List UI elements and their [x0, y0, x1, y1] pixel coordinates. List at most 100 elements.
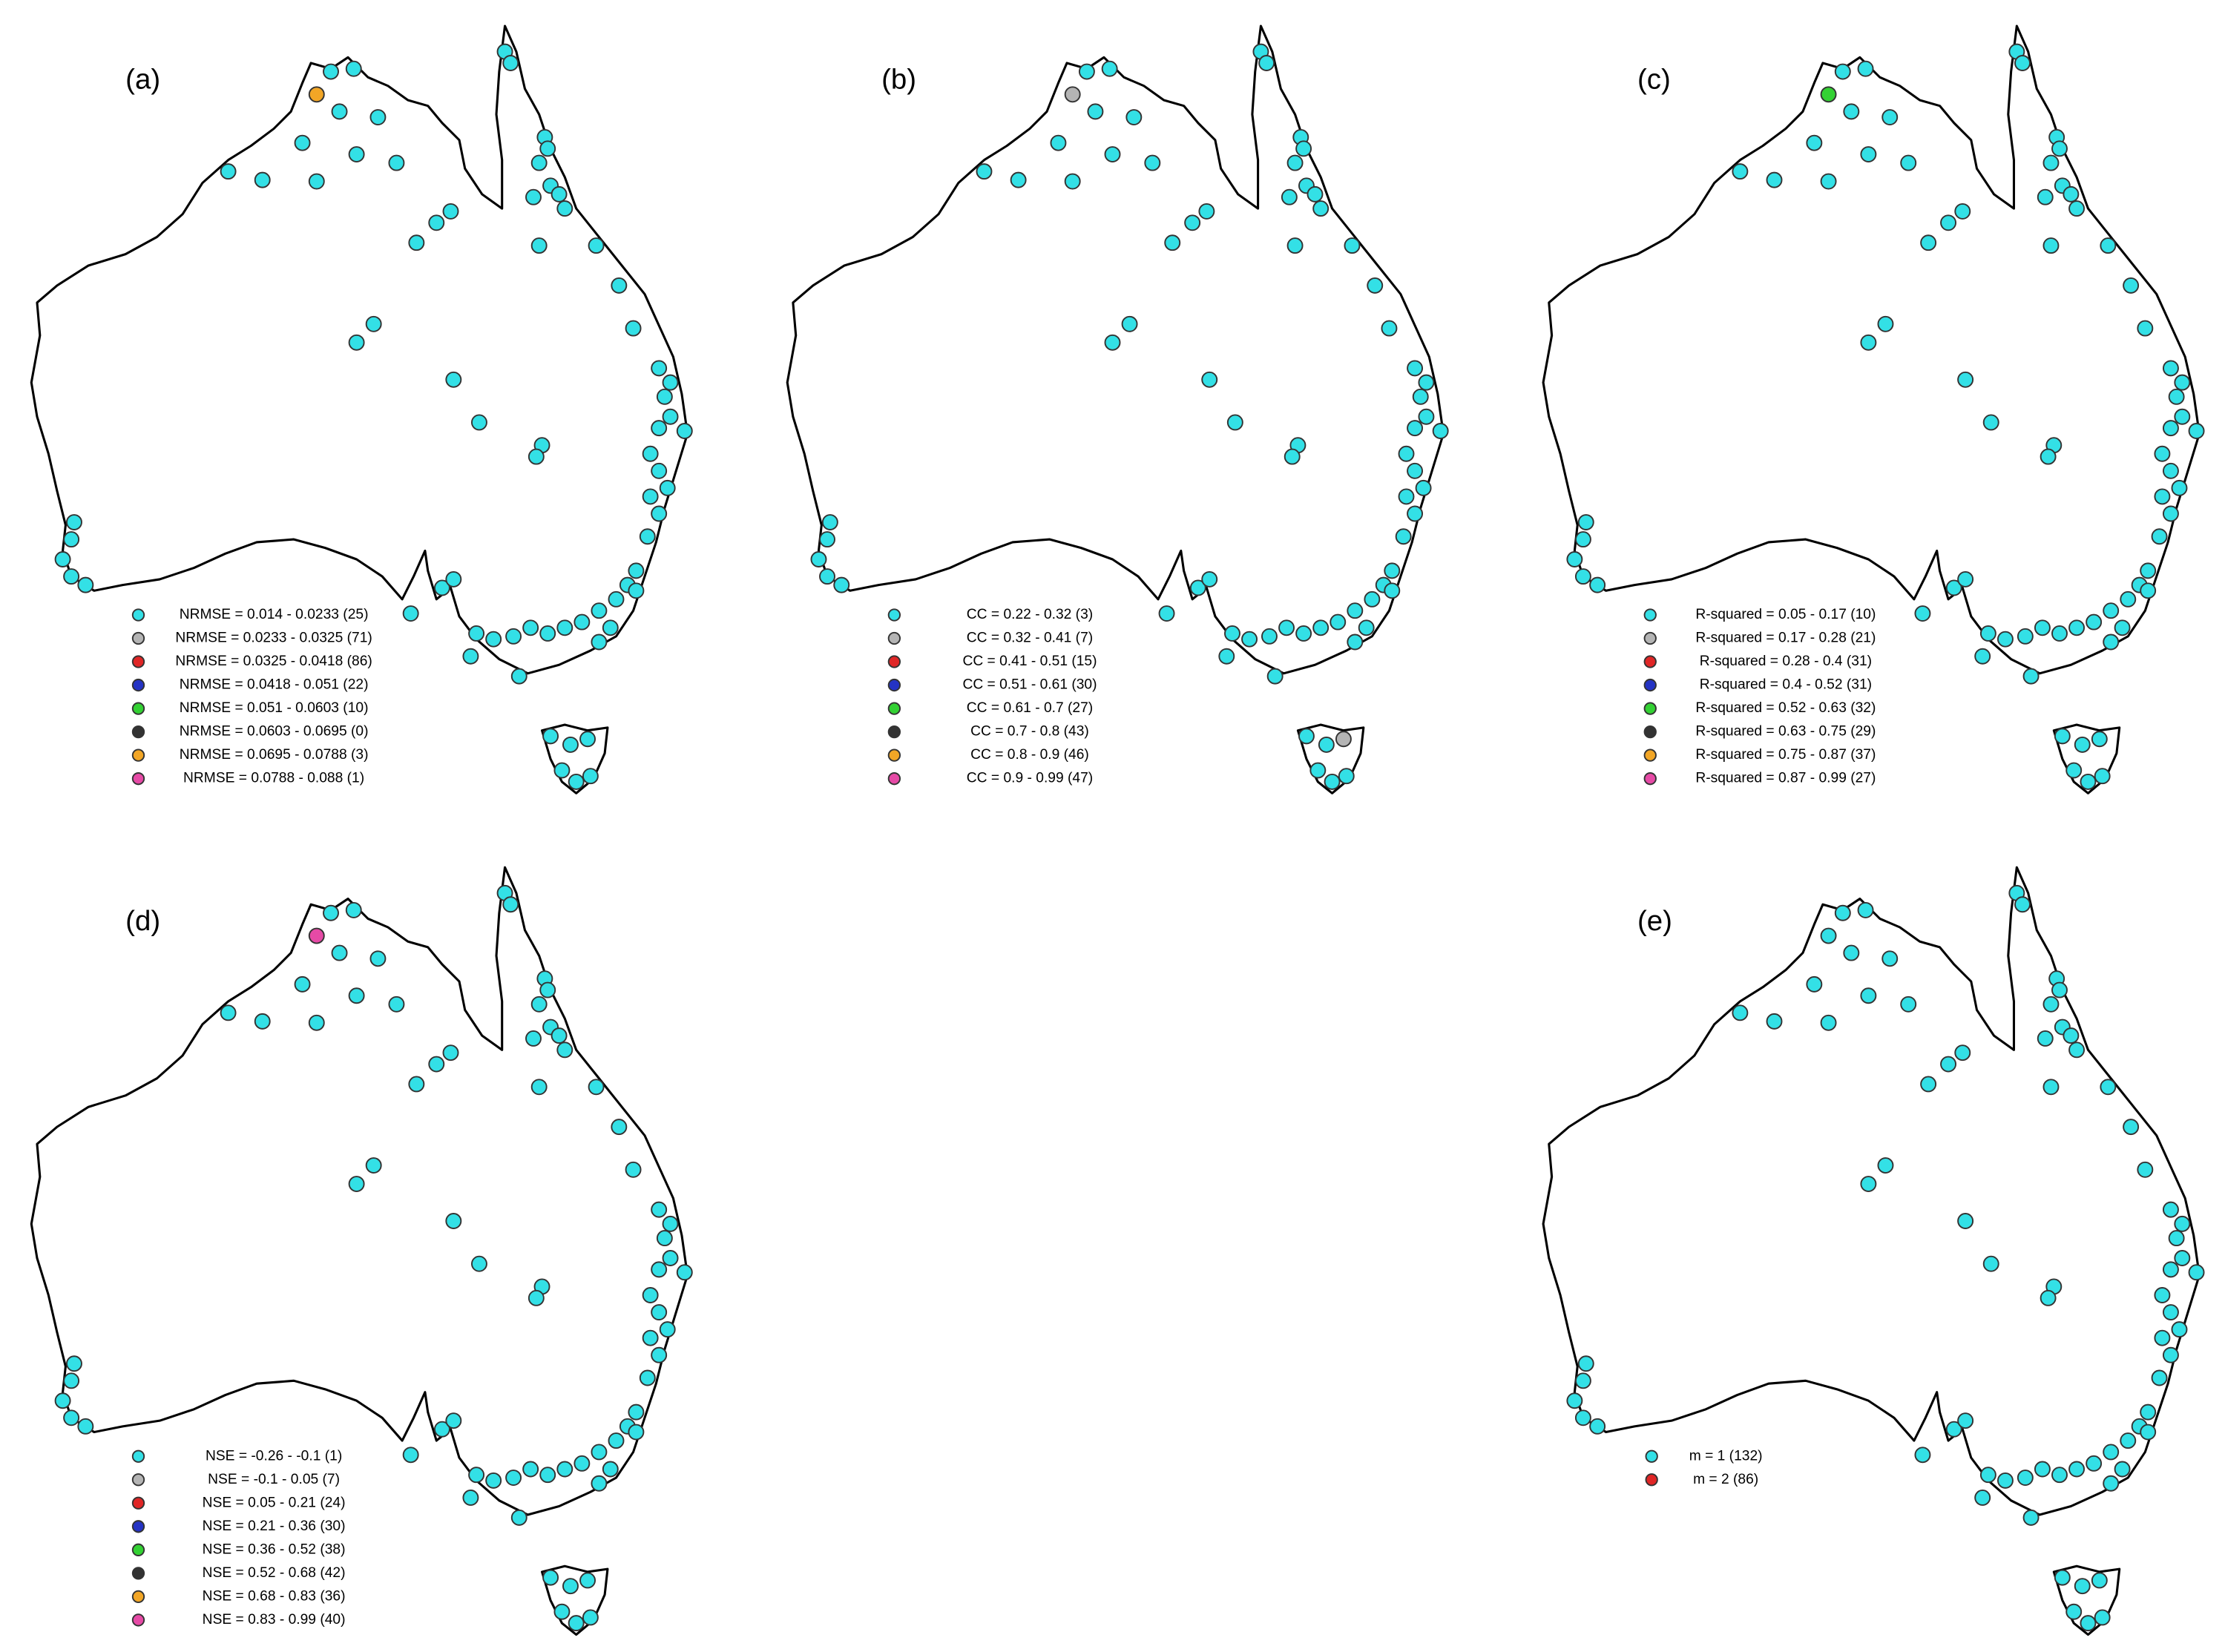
legend-label: R-squared = 0.63 - 0.75 (29)	[1695, 724, 1876, 740]
station-dot	[2140, 1403, 2157, 1421]
legend-label: CC = 0.61 - 0.7 (27)	[967, 700, 1093, 716]
station-dot	[470, 1255, 487, 1272]
station-dot	[1881, 950, 1899, 967]
station-dot	[642, 1287, 659, 1303]
station-dot	[1087, 103, 1104, 120]
station-dot	[1820, 927, 1837, 944]
coastline	[786, 24, 1445, 794]
station-dot	[602, 1461, 619, 1478]
station-dot	[1224, 625, 1240, 642]
station-dot	[662, 1250, 679, 1266]
station-dot	[1384, 562, 1401, 579]
station-dot	[1064, 173, 1081, 190]
station-dot	[2065, 762, 2083, 779]
legend-symbol	[1643, 772, 1657, 786]
station-dot	[369, 950, 387, 967]
map-panel: (d) NSE = -0.26 - -0.1 (1) NSE = -0.1 - 0.…	[30, 866, 693, 1636]
legend-symbol	[131, 702, 145, 715]
station-dot	[77, 576, 94, 593]
station-dot	[1877, 1157, 1894, 1174]
station-dot	[2174, 374, 2191, 391]
station-dot	[1860, 146, 1877, 162]
station-dot	[2037, 188, 2054, 205]
station-dot	[348, 1176, 365, 1192]
station-dot	[651, 1261, 668, 1278]
station-dot	[1954, 203, 1971, 220]
map-panel: (b) CC = 0.22 - 0.32 (3) CC = 0.32 - 0.41 …	[786, 24, 1449, 794]
panel-label: (c)	[1637, 64, 1671, 96]
station-dot	[539, 981, 556, 998]
station-dot	[553, 762, 571, 779]
station-dot	[522, 619, 539, 636]
station-dot	[2051, 1467, 2068, 1484]
legend-symbol	[887, 772, 901, 786]
station-dot	[402, 1447, 419, 1464]
station-dot	[542, 1569, 559, 1586]
station-dot	[2114, 619, 2131, 636]
station-dot	[2174, 1250, 2191, 1266]
station-dot	[2103, 1475, 2120, 1492]
station-dot	[323, 63, 339, 80]
station-dot	[1104, 334, 1121, 351]
station-dot	[510, 668, 528, 685]
legend-label: CC = 0.51 - 0.61 (30)	[962, 677, 1097, 693]
station-dot	[2054, 1569, 2071, 1586]
station-dot	[608, 1432, 625, 1449]
panel-label: (a)	[125, 64, 160, 96]
station-dot	[530, 237, 548, 254]
legend-symbol	[1645, 1449, 1658, 1463]
station-dot	[2103, 634, 2120, 651]
station-dot	[2014, 896, 2031, 913]
legend-symbol	[131, 1567, 145, 1580]
station-dot	[2068, 619, 2086, 636]
legend-symbol	[887, 655, 901, 668]
station-dot	[1298, 728, 1315, 745]
station-dot	[1877, 315, 1894, 332]
legend-label: CC = 0.32 - 0.41 (7)	[967, 631, 1093, 646]
station-dot	[63, 1372, 80, 1389]
legend-symbol	[131, 1543, 145, 1556]
station-dot	[1198, 203, 1215, 220]
station-dot	[308, 927, 325, 944]
station-dot	[1979, 1467, 1996, 1484]
legend-label: NSE = 0.68 - 0.83 (36)	[203, 1588, 346, 1604]
station-dot	[628, 562, 645, 579]
panel-label: (e)	[1637, 905, 1672, 937]
legend-label: R-squared = 0.05 - 0.17 (10)	[1695, 607, 1876, 622]
station-dot	[639, 528, 656, 545]
station-dot	[485, 1472, 502, 1489]
legend-symbol	[1643, 702, 1657, 715]
station-dot	[1574, 568, 1591, 585]
station-dot	[470, 414, 487, 431]
station-dot	[611, 277, 628, 294]
station-dot	[2140, 562, 2157, 579]
station-dot	[582, 768, 599, 785]
legend-symbol	[887, 725, 901, 739]
station-dot	[1806, 975, 1823, 993]
station-dot	[2051, 981, 2068, 998]
station-dot	[1732, 163, 1749, 180]
station-dot	[1945, 1421, 1962, 1438]
station-dot	[591, 1475, 608, 1492]
station-dot	[1920, 1076, 1937, 1093]
station-dot	[1974, 648, 1991, 665]
station-dot	[2154, 1329, 2171, 1346]
station-dot	[1189, 579, 1206, 596]
station-dot	[1309, 762, 1327, 779]
station-dot	[1857, 901, 1874, 918]
station-dot	[2091, 1572, 2108, 1589]
station-dot	[602, 619, 619, 636]
station-dot	[2151, 528, 2168, 545]
station-dot	[2123, 1119, 2140, 1136]
legend-symbol	[131, 725, 145, 739]
station-dot	[2068, 1041, 2086, 1059]
station-dot	[1566, 551, 1583, 567]
station-dot	[2022, 668, 2040, 685]
station-dot	[651, 1201, 668, 1218]
station-dot	[1574, 1372, 1591, 1389]
station-dot	[1201, 570, 1218, 588]
station-dot	[1412, 388, 1429, 405]
station-dot	[1982, 414, 1999, 431]
station-dot	[294, 975, 311, 993]
station-dot	[1574, 1409, 1591, 1426]
